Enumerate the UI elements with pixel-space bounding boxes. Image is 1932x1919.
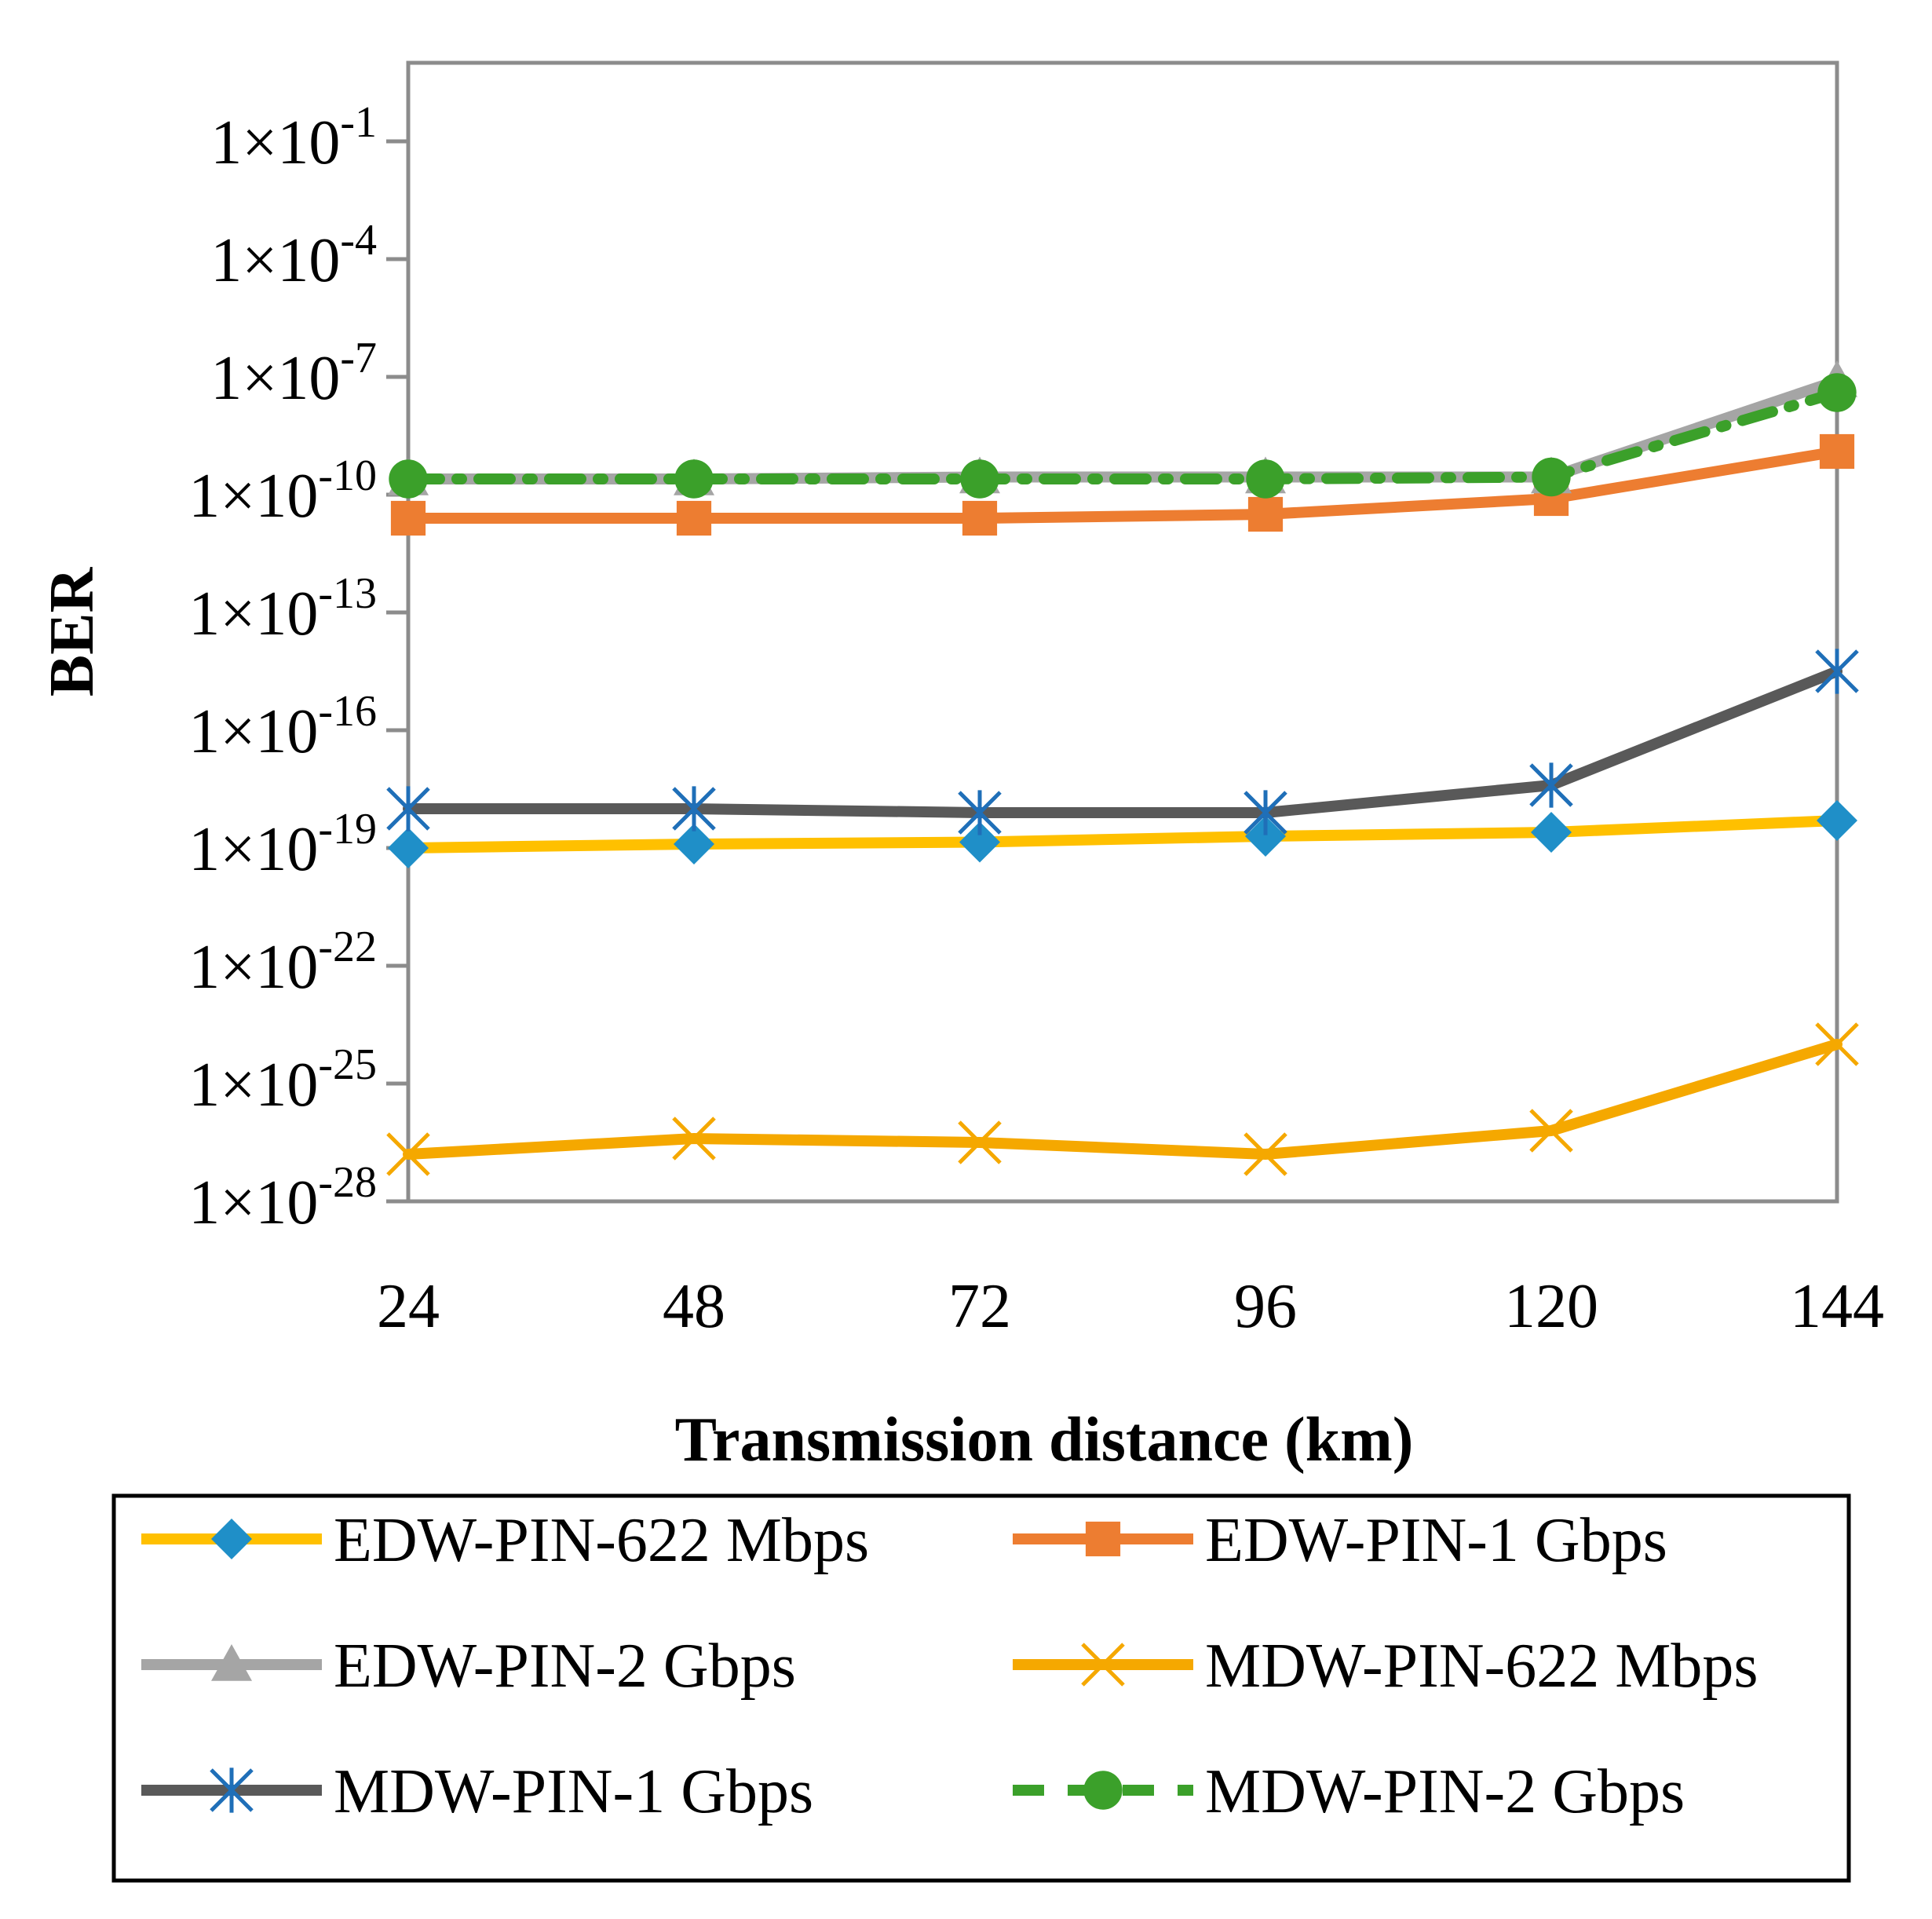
y-axis: 1×10-28 1×10-25 1×10-22 1×10-19 1×10-16 1×10-… <box>188 98 408 1237</box>
legend-item: EDW-PIN-1 Gbps <box>1013 1506 1667 1575</box>
legend-marker <box>211 1519 252 1559</box>
y-tick-label: 1×10-16 <box>188 687 377 766</box>
data-point <box>674 459 714 499</box>
data-point <box>1245 816 1286 857</box>
y-tick-label: 1×10-10 <box>188 451 377 531</box>
series-mdw-pin-1-gbps <box>386 649 1859 835</box>
y-tick-label: 1×10-25 <box>188 1040 377 1120</box>
series-mdw-pin-622-mbps <box>386 1022 1859 1176</box>
data-point <box>1529 762 1573 808</box>
legend-item: MDW-PIN-622 Mbps <box>1013 1632 1758 1701</box>
y-tick-label: 1×10-1 <box>210 98 377 177</box>
legend-marker <box>1085 1521 1121 1557</box>
legend-label: EDW-PIN-2 Gbps <box>334 1632 796 1701</box>
series-line <box>403 446 1843 524</box>
data-point <box>389 459 428 499</box>
plot-area <box>406 60 1839 1204</box>
legend-label: MDW-PIN-1 Gbps <box>334 1757 813 1826</box>
data-point <box>386 1132 430 1176</box>
data-point <box>390 500 426 536</box>
data-point <box>674 824 714 864</box>
legend-item: MDW-PIN-1 Gbps <box>141 1757 813 1826</box>
data-point <box>1247 496 1284 532</box>
data-point <box>1815 1022 1859 1066</box>
legend: EDW-PIN-622 Mbps EDW-PIN-1 Gbps EDW-PIN-2 … <box>111 1493 1851 1883</box>
data-point <box>958 790 1002 835</box>
legend-marker <box>1081 1643 1125 1687</box>
legend-item: EDW-PIN-2 Gbps <box>141 1632 796 1701</box>
data-point <box>1531 812 1572 853</box>
y-tick-label: 1×10-22 <box>188 923 377 1002</box>
series-edw-pin-622-mbps <box>388 800 1857 868</box>
y-axis-title: BER <box>38 567 107 697</box>
x-tick-label: 120 <box>1504 1272 1598 1341</box>
x-tick-label: 144 <box>1790 1272 1884 1341</box>
series-line <box>403 387 1843 484</box>
data-point <box>1819 433 1855 470</box>
data-point <box>958 1120 1002 1164</box>
series-group <box>386 360 1859 1176</box>
data-point <box>1532 457 1571 497</box>
data-point <box>1246 459 1285 499</box>
legend-marker <box>1083 1771 1123 1810</box>
legend-item: EDW-PIN-622 Mbps <box>141 1506 869 1575</box>
legend-label: EDW-PIN-1 Gbps <box>1205 1506 1667 1575</box>
legend-marker <box>211 1644 252 1681</box>
data-point <box>1244 790 1287 835</box>
data-point <box>962 500 998 536</box>
y-tick-label: 1×10-4 <box>210 216 377 295</box>
series-line <box>403 666 1843 818</box>
legend-item: MDW-PIN-2 Gbps <box>1013 1757 1685 1826</box>
legend-box <box>111 1493 1851 1883</box>
x-tick-label: 48 <box>663 1272 725 1341</box>
data-point <box>676 500 712 536</box>
data-point <box>1244 1132 1287 1176</box>
y-tick-label: 1×10-28 <box>188 1158 377 1237</box>
y-tick-label: 1×10-19 <box>188 805 377 884</box>
y-tick-label: 1×10-7 <box>210 334 377 413</box>
x-axis-title: Transmission distance (km) <box>675 1405 1414 1475</box>
x-axis: 24 48 72 96 120 144 <box>377 1272 1884 1341</box>
data-point <box>1815 649 1859 694</box>
data-point <box>672 1117 716 1161</box>
data-point <box>1529 1109 1573 1153</box>
data-point <box>959 821 1000 863</box>
series-line <box>403 1039 1843 1160</box>
series-mdw-pin-2-gbps <box>389 373 1857 499</box>
series-line <box>403 815 1843 853</box>
series-edw-pin-1-gbps <box>390 433 1855 536</box>
legend-label: EDW-PIN-622 Mbps <box>334 1506 869 1575</box>
x-tick-label: 96 <box>1234 1272 1297 1341</box>
data-point <box>672 786 716 832</box>
x-tick-label: 24 <box>377 1272 440 1341</box>
data-point <box>1817 373 1857 412</box>
data-point <box>1817 800 1857 841</box>
x-tick-label: 72 <box>948 1272 1011 1341</box>
data-point <box>960 459 999 499</box>
legend-label: MDW-PIN-2 Gbps <box>1205 1757 1685 1826</box>
legend-marker <box>210 1767 254 1813</box>
legend-label: MDW-PIN-622 Mbps <box>1205 1632 1758 1701</box>
y-tick-label: 1×10-13 <box>188 569 377 649</box>
data-point <box>386 786 430 832</box>
data-point <box>388 828 429 868</box>
series-line <box>403 375 1843 484</box>
